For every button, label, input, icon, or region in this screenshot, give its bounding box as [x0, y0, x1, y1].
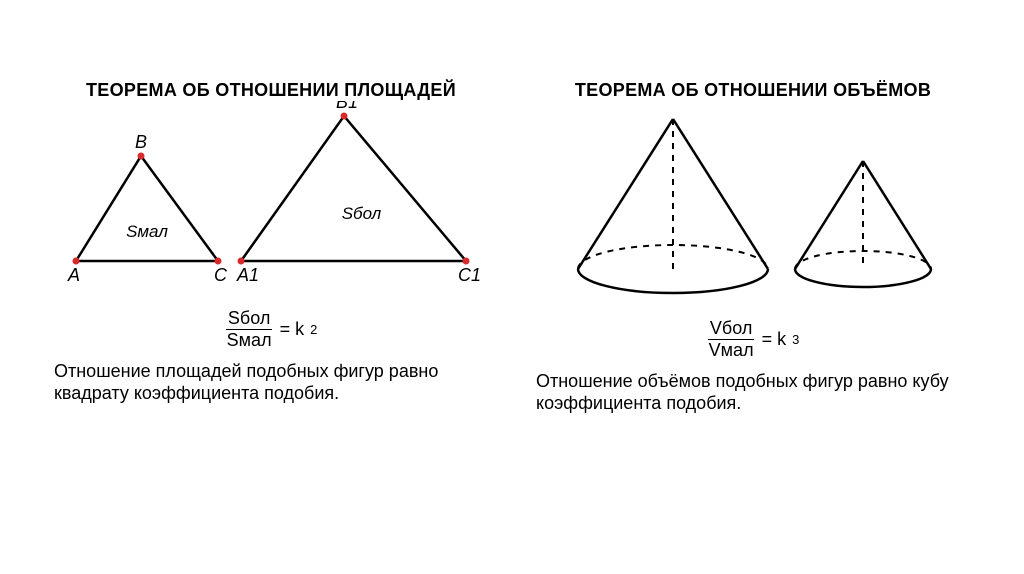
left-column: ТЕОРЕМА ОБ ОТНОШЕНИИ ПЛОЩАДЕЙ — [30, 20, 512, 544]
right-column: ТЕОРЕМА ОБ ОТНОШЕНИИ ОБЪЁМОВ — [512, 20, 994, 544]
small-triangle — [76, 156, 218, 261]
left-numerator: Sбол — [228, 308, 270, 328]
vertex-B — [138, 153, 145, 160]
label-S-big: Sбол — [342, 204, 382, 223]
right-title: ТЕОРЕМА ОБ ОТНОШЕНИИ ОБЪЁМОВ — [575, 80, 931, 101]
vertex-C1 — [463, 258, 470, 265]
right-numerator: Vбол — [710, 318, 752, 338]
right-formula: Vбол Vмал = k 3 — [707, 319, 800, 360]
label-S-small: Sмал — [126, 222, 168, 241]
left-eq: = k — [280, 319, 305, 340]
content-container: ТЕОРЕМА ОБ ОТНОШЕНИИ ПЛОЩАДЕЙ — [0, 0, 1024, 574]
label-B1: B1 — [336, 101, 358, 112]
right-denominator: Vмал — [709, 340, 754, 360]
left-description: Отношение площадей подобных фигур равно … — [30, 360, 512, 405]
left-formula: Sбол Sмал = k 2 — [225, 309, 318, 350]
right-fraction: Vбол Vмал — [707, 319, 756, 360]
right-description: Отношение объёмов подобных фигур равно к… — [512, 370, 994, 415]
label-A1: A1 — [236, 265, 259, 285]
cones-svg — [543, 101, 963, 311]
vertex-C — [215, 258, 222, 265]
left-exp: 2 — [310, 322, 317, 337]
cones-diagram — [512, 101, 994, 311]
label-C1: C1 — [458, 265, 481, 285]
small-cone — [795, 161, 931, 287]
triangles-svg: A B C Sмал A1 B1 C1 Sбол — [46, 101, 496, 301]
right-eq: = k — [762, 329, 787, 350]
left-denominator: Sмал — [227, 330, 272, 350]
triangles-diagram: A B C Sмал A1 B1 C1 Sбол — [30, 101, 512, 301]
label-A: A — [67, 265, 80, 285]
right-exp: 3 — [792, 332, 799, 347]
vertex-B1 — [341, 113, 348, 120]
big-cone — [578, 119, 768, 293]
vertex-A — [73, 258, 80, 265]
label-B: B — [135, 132, 147, 152]
left-title: ТЕОРЕМА ОБ ОТНОШЕНИИ ПЛОЩАДЕЙ — [86, 80, 456, 101]
label-C: C — [214, 265, 228, 285]
big-triangle — [241, 116, 466, 261]
vertex-A1 — [238, 258, 245, 265]
left-fraction: Sбол Sмал — [225, 309, 274, 350]
